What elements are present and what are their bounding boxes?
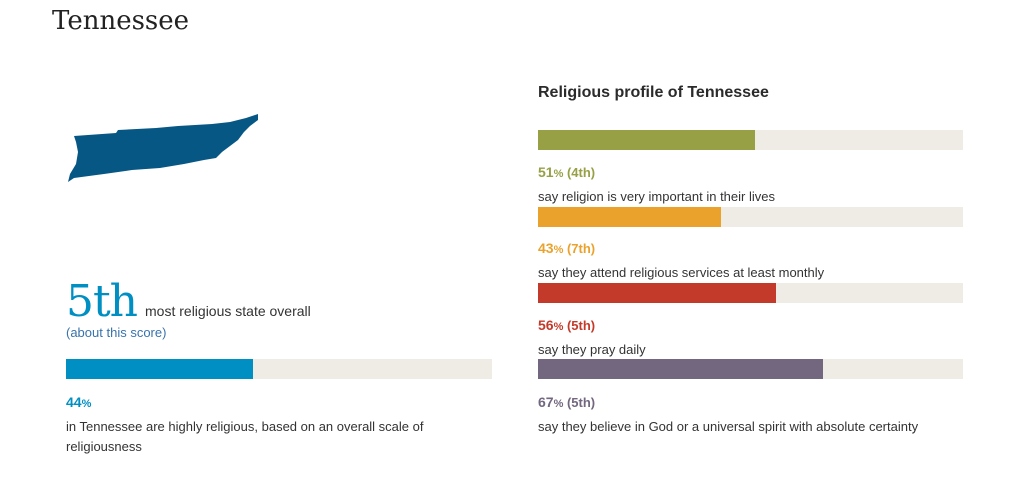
overall-percent: 44% [66,394,91,410]
profile-percent-sign: % [553,168,564,180]
profile-bar-fill [538,130,755,150]
state-title: Tennessee [52,6,190,36]
profile-percent: 43% (7th) [538,240,595,256]
profile-bar-track [538,359,963,379]
profile-percent-number: 43 [538,240,554,256]
profile-percent-number: 67 [538,394,554,410]
profile-percent: 67% (5th) [538,394,595,410]
overall-rank-row: 5th most religious state overall [66,280,311,324]
profile-description: say they attend religious services at le… [538,265,825,280]
profile-title: Religious profile of Tennessee [538,84,769,101]
about-score-link[interactable]: (about this score) [66,325,167,340]
overall-bar-fill [66,359,254,379]
profile-percent-sign: % [553,321,564,333]
profile-description: say they believe in God or a universal s… [538,419,919,434]
profile-rank: (5th) [563,395,596,410]
overall-percent-number: 44 [66,394,82,410]
profile-bar-track [538,283,963,303]
profile-rank: (4th) [563,165,596,180]
overall-description: in Tennessee are highly religious, based… [66,419,424,454]
tennessee-state-map [68,114,258,182]
profile-bar-fill [538,283,776,303]
overall-bar-track [66,359,492,379]
profile-bar-fill [538,359,823,379]
overall-rank-text: most religious state overall [145,303,311,319]
profile-percent-number: 56 [538,317,554,333]
profile-bar-fill [538,207,721,227]
profile-bar-track [538,207,963,227]
profile-percent-sign: % [553,398,564,410]
profile-description: say they pray daily [538,342,646,357]
profile-percent: 51% (4th) [538,164,595,180]
profile-percent-sign: % [553,244,564,256]
profile-bar-track [538,130,963,150]
profile-percent: 56% (5th) [538,317,595,333]
overall-rank: 5th [66,276,138,327]
overall-percent-sign: % [81,398,92,410]
profile-percent-number: 51 [538,164,554,180]
profile-rank: (7th) [563,241,596,256]
profile-description: say religion is very important in their … [538,189,775,204]
tennessee-shape [68,114,258,182]
profile-rank: (5th) [563,318,596,333]
